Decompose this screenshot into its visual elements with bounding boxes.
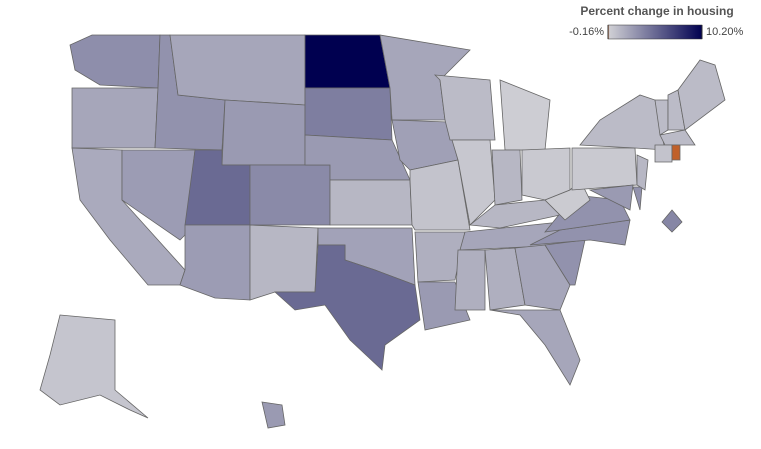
region <box>579 94 666 151</box>
region <box>121 149 196 241</box>
region <box>249 224 319 301</box>
region <box>654 144 673 163</box>
legend-title: Percent change in housing <box>580 4 733 18</box>
region <box>273 244 421 371</box>
region <box>39 314 149 419</box>
region <box>632 186 643 211</box>
region <box>261 401 286 429</box>
region <box>529 219 631 246</box>
region <box>491 149 523 206</box>
region <box>661 209 683 233</box>
region <box>514 244 571 311</box>
region <box>451 139 496 226</box>
region <box>636 154 649 191</box>
region <box>588 184 634 211</box>
region <box>329 179 413 226</box>
region <box>71 87 159 149</box>
region <box>433 74 496 141</box>
legend-label: -0.16% <box>569 26 604 38</box>
region <box>489 309 581 386</box>
region <box>169 34 306 106</box>
region <box>544 179 591 221</box>
legend-label: 10.20% <box>706 26 744 38</box>
region <box>454 249 486 311</box>
region <box>571 147 638 191</box>
states <box>39 34 726 429</box>
region <box>69 34 161 89</box>
region <box>304 34 391 89</box>
region <box>671 144 681 161</box>
region <box>249 164 331 226</box>
region <box>677 59 726 131</box>
region <box>179 224 251 301</box>
region <box>659 129 696 146</box>
legend-bar <box>607 24 703 40</box>
region <box>414 231 466 283</box>
region <box>499 79 551 151</box>
region <box>521 147 571 201</box>
region <box>304 87 393 141</box>
region <box>221 99 306 166</box>
